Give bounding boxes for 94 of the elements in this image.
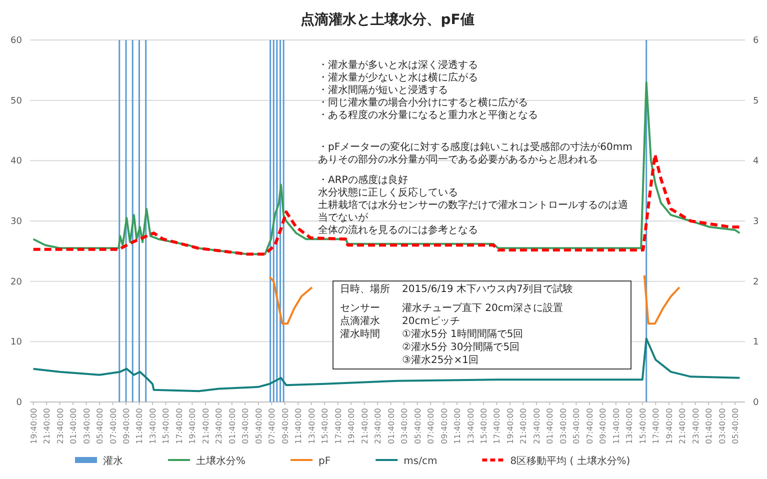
- legend-label: 8区移動平均 ( 土壌水分%): [510, 455, 630, 467]
- x-tick-label: 05:40:00: [731, 408, 740, 444]
- x-tick-label: 11:40:00: [453, 408, 462, 444]
- x-tick-label: 21:40:00: [678, 408, 688, 444]
- x-tick-label: 01:40:00: [69, 408, 78, 444]
- x-tick-label: 23:40:00: [374, 408, 383, 444]
- y2-tick-label: 6: [753, 36, 759, 46]
- y-tick-label: 60: [10, 36, 22, 46]
- x-tick-label: 03:40:00: [241, 408, 250, 444]
- x-tick-label: 01:40:00: [228, 408, 237, 444]
- annotation: ・灌水量が多いと水は深く浸透する: [318, 59, 478, 71]
- y-tick-label: 10: [10, 338, 22, 348]
- x-tick-label: 15:40:00: [638, 408, 648, 444]
- x-tick-label: 09:40:00: [440, 408, 449, 444]
- x-tick-label: 07:40:00: [585, 408, 594, 444]
- x-tick-label: 07:40:00: [108, 408, 118, 444]
- y-tick-label: 40: [10, 156, 22, 167]
- y-tick-label: 50: [10, 96, 22, 106]
- text: 20cmピッチ: [402, 316, 460, 327]
- text: センサー: [340, 303, 380, 314]
- x-tick-label: 21:40:00: [42, 408, 52, 444]
- x-tick-label: 13:40:00: [466, 408, 476, 444]
- annotation: ・pFメーターの変化に対する感度は鈍いこれは受感部の寸法が60mmありその部分の水分量が同一である必要があるからと思われる: [318, 141, 632, 166]
- x-tick-label: 11:40:00: [612, 408, 621, 444]
- annotation: ・同じ灌水量の場合小分けにすると横に広がる: [318, 96, 528, 108]
- y2-tick-label: 3: [753, 217, 759, 227]
- text: 灌水チューブ直下 20cm深さに設置: [402, 303, 564, 314]
- y2-tick-label: 1: [753, 338, 759, 348]
- text: 灌水時間: [340, 329, 380, 340]
- x-tick-label: 05:40:00: [572, 408, 582, 444]
- annotation: 土耕栽培では水分センサーの数字だけで灌水コントロールするのは適当でないが: [318, 199, 628, 224]
- x-tick-label: 15:40:00: [479, 408, 488, 444]
- x-tick-label: 11:40:00: [135, 408, 144, 444]
- annotation: ・灌水間隔が短いと浸透する: [318, 84, 448, 96]
- legend-label: ms/cm: [404, 456, 438, 467]
- y-tick-label: 20: [10, 277, 22, 288]
- text: ②灌水5分 30分間隔で5回: [402, 342, 520, 353]
- x-tick-label: 01:40:00: [704, 408, 714, 444]
- x-tick-label: 05:40:00: [413, 408, 422, 444]
- x-tick-label: 09:40:00: [122, 408, 131, 444]
- x-tick-label: 19:40:00: [188, 408, 198, 444]
- x-tick-label: 09:40:00: [598, 408, 608, 444]
- x-tick-label: 03:40:00: [718, 408, 727, 444]
- text: 2015/6/19 木下ハウス内7列目で試験: [402, 284, 573, 295]
- text: ③灌水25分×1回: [402, 355, 478, 366]
- x-tick-label: 15:40:00: [320, 408, 330, 444]
- x-tick-label: 11:40:00: [294, 408, 304, 444]
- legend-label: 灌水: [103, 455, 123, 467]
- x-tick-label: 03:40:00: [400, 408, 410, 444]
- x-tick-label: 17:40:00: [174, 408, 184, 444]
- legend-label: 土壌水分%: [196, 455, 246, 467]
- x-tick-label: 23:40:00: [214, 408, 224, 444]
- text: ①灌水5分 1時間間隔で5回: [402, 329, 524, 340]
- x-tick-label: 07:40:00: [426, 408, 436, 444]
- annotation: 水分状態に正しく反応している: [318, 186, 458, 198]
- y2-tick-label: 2: [753, 277, 759, 288]
- x-tick-label: 19:40:00: [506, 408, 515, 444]
- x-tick-label: 23:40:00: [56, 408, 65, 444]
- x-tick-label: 15:40:00: [162, 408, 171, 444]
- x-tick-label: 05:40:00: [254, 408, 264, 444]
- y-tick-label: 0: [16, 398, 22, 408]
- x-tick-label: 01:40:00: [386, 408, 396, 444]
- x-tick-label: 13:40:00: [307, 408, 316, 444]
- x-tick-label: 03:40:00: [82, 408, 92, 444]
- legend-label: pF: [318, 456, 331, 467]
- x-tick-label: 21:40:00: [201, 408, 210, 444]
- x-tick-label: 05:40:00: [96, 408, 105, 444]
- x-tick-label: 09:40:00: [280, 408, 290, 444]
- x-tick-label: 23:40:00: [691, 408, 700, 444]
- x-tick-label: 07:40:00: [268, 408, 277, 444]
- annotation: ・ARPの感度は良好: [318, 174, 408, 186]
- x-tick-label: 17:40:00: [492, 408, 502, 444]
- y2-tick-label: 0: [753, 398, 759, 408]
- x-tick-label: 19:40:00: [347, 408, 356, 444]
- x-tick-label: 19:40:00: [664, 408, 674, 444]
- x-tick-label: 17:40:00: [652, 408, 661, 444]
- y2-tick-label: 5: [753, 96, 759, 106]
- x-tick-label: 03:40:00: [558, 408, 568, 444]
- annotation: ・灌水量が少ないと水は横に広がる: [318, 72, 478, 84]
- x-tick-label: 13:40:00: [148, 408, 158, 444]
- x-tick-label: 17:40:00: [334, 408, 343, 444]
- text: 点滴灌水: [340, 316, 380, 327]
- x-tick-label: 21:40:00: [519, 408, 528, 444]
- x-tick-label: 01:40:00: [546, 408, 555, 444]
- annotation: 全体の流れを見るのには参考となる: [318, 224, 478, 236]
- chart-title: 点滴灌水と土壌水分、pF値: [300, 11, 474, 28]
- x-tick-label: 23:40:00: [532, 408, 542, 444]
- text: 日時、場所: [340, 284, 390, 295]
- y-tick-label: 30: [10, 217, 22, 227]
- x-tick-label: 13:40:00: [625, 408, 634, 444]
- x-tick-label: 19:40:00: [29, 408, 38, 444]
- y2-tick-label: 4: [753, 156, 759, 167]
- x-tick-label: 21:40:00: [360, 408, 370, 444]
- annotation: ・ある程度の水分量になると重力水と平衡となる: [318, 109, 538, 121]
